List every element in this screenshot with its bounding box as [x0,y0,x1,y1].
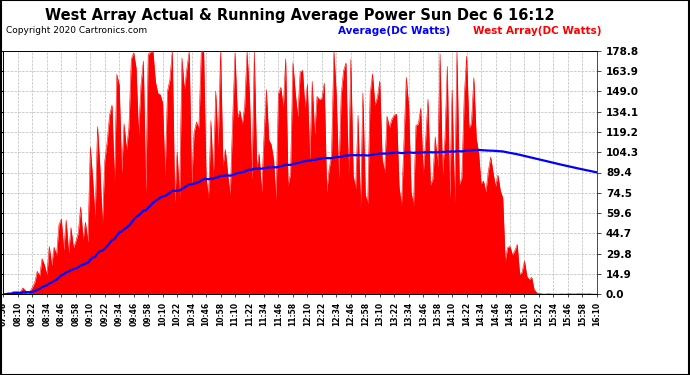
Text: West Array(DC Watts): West Array(DC Watts) [473,26,601,36]
Text: West Array Actual & Running Average Power Sun Dec 6 16:12: West Array Actual & Running Average Powe… [46,8,555,23]
Text: Copyright 2020 Cartronics.com: Copyright 2020 Cartronics.com [6,26,147,35]
Text: Average(DC Watts): Average(DC Watts) [338,26,450,36]
